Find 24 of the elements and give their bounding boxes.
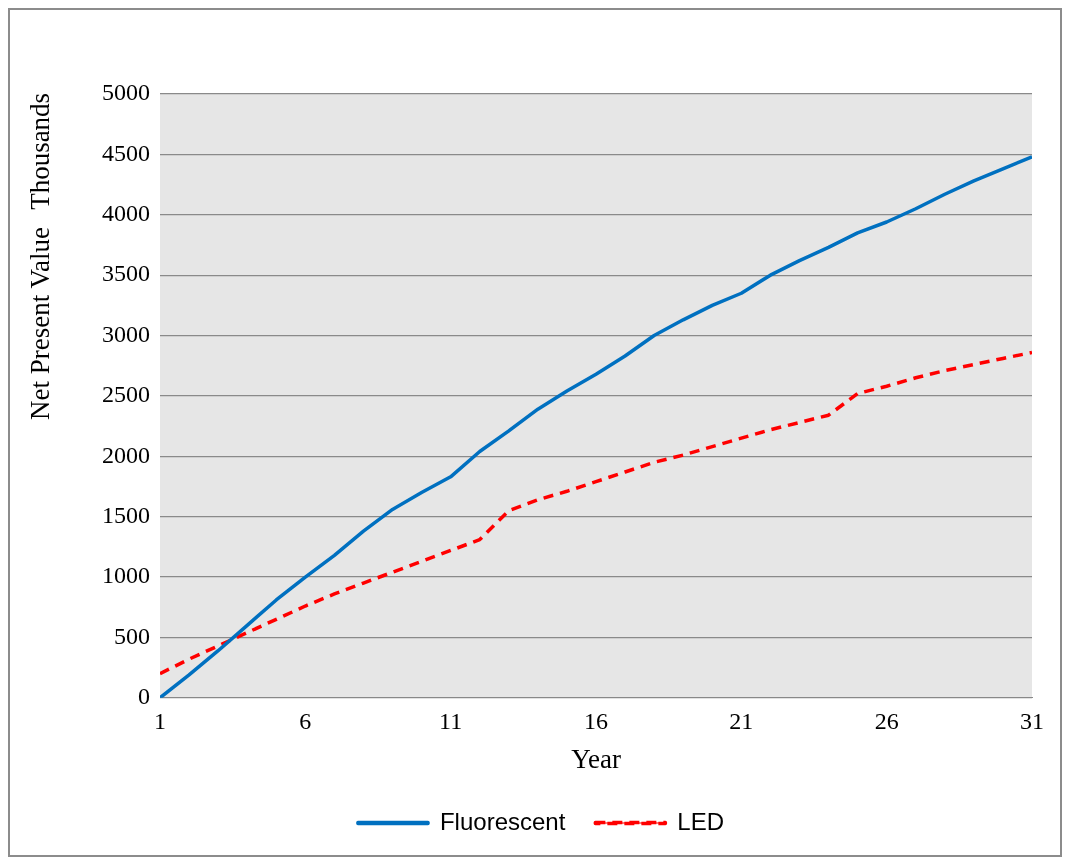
text: Thousands: [25, 92, 56, 210]
legend-label: Fluorescent: [439, 807, 566, 835]
y-tick-label: 1500: [102, 501, 150, 528]
x-tick-label: 21: [729, 708, 754, 735]
y-tick-label: 1000: [102, 562, 150, 589]
x-axis-title: Year: [571, 743, 621, 774]
y-tick-label: 3000: [102, 320, 150, 347]
y-tick-label: 4000: [102, 200, 150, 227]
legend-label: LED: [677, 807, 725, 835]
x-tick-label: 31: [1020, 708, 1044, 735]
y-tick-label: 4500: [102, 139, 150, 166]
y-axis-title: Net Present Value: [25, 226, 56, 420]
line-series: [160, 350, 1032, 676]
x-tick-label: 11: [439, 708, 463, 735]
x-tick-label: 6: [299, 708, 312, 735]
y-tick-label: 5000: [102, 79, 150, 106]
y-tick-label: 3500: [102, 260, 150, 287]
y-tick-label: 2500: [102, 381, 150, 408]
x-tick-label: 16: [584, 708, 608, 735]
x-tick-label: 26: [874, 708, 899, 735]
y-tick-label: 500: [114, 622, 150, 649]
x-tick-label: 1: [154, 708, 166, 735]
y-tick-label: 0: [138, 683, 150, 710]
y-tick-label: 2000: [102, 441, 150, 468]
